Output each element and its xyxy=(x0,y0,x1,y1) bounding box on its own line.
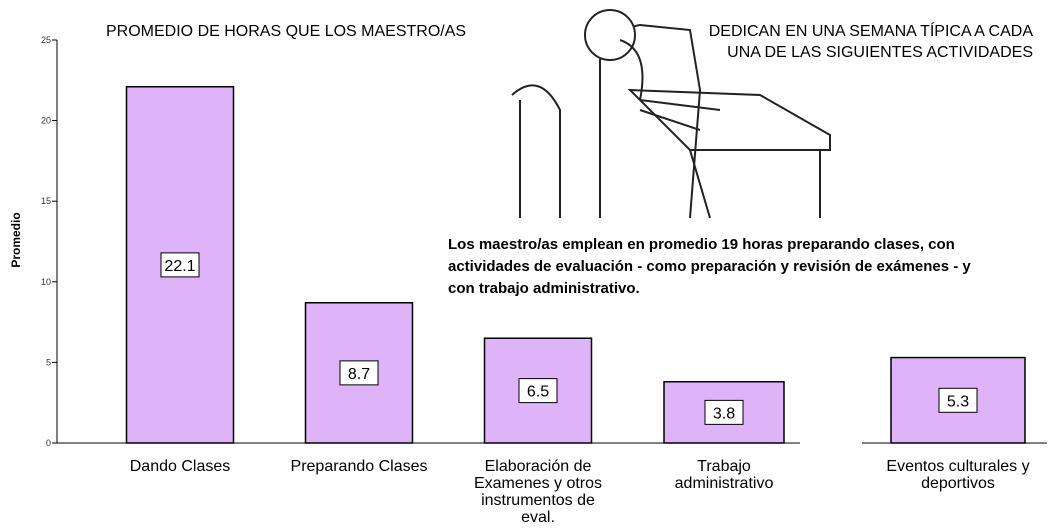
x-tick-label: Preparando Clases xyxy=(290,458,428,475)
value-label: 22.1 xyxy=(164,258,195,275)
y-axis-label: Promedio xyxy=(9,212,23,267)
value-label-box xyxy=(518,378,558,404)
y-tick-label: 15 xyxy=(41,196,51,206)
chart-title: PROMEDIO DE HORAS QUE LOS MAESTRO/AS xyxy=(106,23,467,40)
value-label: 8.7 xyxy=(348,366,370,383)
y-tick-label: 20 xyxy=(41,116,51,126)
x-tick-label: Elaboración de Examenes y otros instrume… xyxy=(473,458,603,526)
value-label: 5.3 xyxy=(947,393,969,410)
y-tick-label: 0 xyxy=(46,438,51,448)
bar xyxy=(890,356,1026,444)
x-tick-label: Eventos culturales y deportivos xyxy=(886,458,1030,492)
value-label-box xyxy=(160,252,200,278)
value-label-box xyxy=(704,399,744,425)
value-label-box xyxy=(938,387,978,413)
value-label: 3.8 xyxy=(713,405,735,422)
value-label: 6.5 xyxy=(527,384,549,401)
cartoon xyxy=(511,4,831,219)
value-label-box xyxy=(339,360,379,386)
annotation: Los maestro/as emplean en promedio 19 ho… xyxy=(448,236,971,297)
x-tick-label: Dando Clases xyxy=(129,458,231,475)
x-tick-label: Trabajo administrativo xyxy=(674,458,774,492)
y-tick-label: 10 xyxy=(41,277,51,287)
y-tick-label: 25 xyxy=(41,35,51,45)
chart-title: DEDICAN EN UNA SEMANA TÍPICA A CADA UNA … xyxy=(708,23,1033,61)
y-tick-label: 5 xyxy=(46,357,51,367)
